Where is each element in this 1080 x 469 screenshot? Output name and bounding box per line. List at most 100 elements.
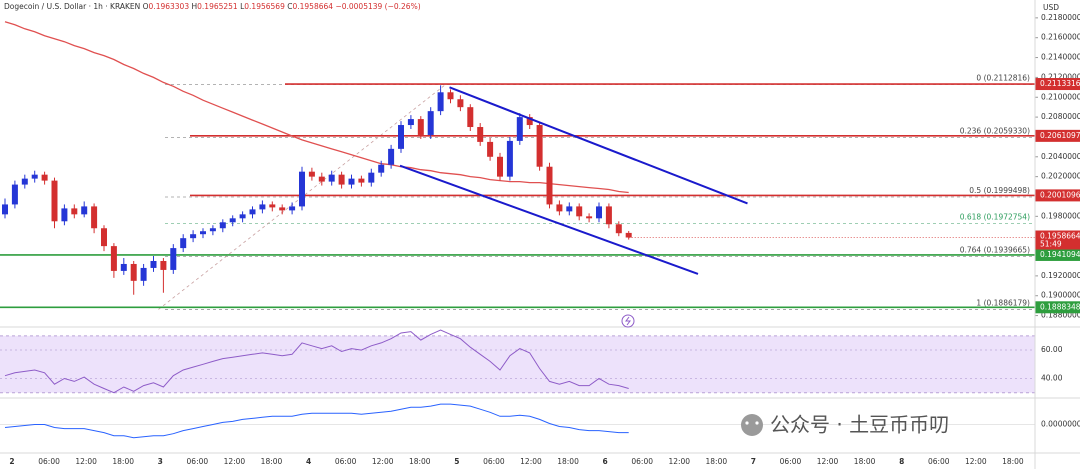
candle-body — [170, 248, 177, 270]
x-tick-label: 06:00 — [928, 457, 950, 466]
price-tag — [1035, 301, 1080, 314]
rsi-tick-label: 60.00 — [1041, 345, 1063, 354]
x-tick-label: 06:00 — [780, 457, 802, 466]
ohlc-value: 0.1956569 — [244, 2, 285, 11]
candle-body — [536, 125, 543, 167]
candle-body — [596, 206, 602, 219]
candle-body — [506, 140, 513, 177]
candle-body — [546, 166, 553, 205]
x-tick-label: 12:00 — [817, 457, 839, 466]
candle-body — [61, 208, 68, 222]
fib-label: 1 (0.1886179) — [976, 298, 1030, 307]
ohlc-value: 0.1963303 — [149, 2, 190, 11]
countdown: 51:49 — [1040, 240, 1062, 249]
x-tick-label: 12:00 — [75, 457, 97, 466]
candle-body — [605, 206, 612, 225]
x-tick-label: 3 — [158, 457, 163, 466]
candle-body — [130, 263, 137, 281]
ohlc-label: L — [240, 2, 245, 11]
plot-layer: 60.00 40.00 0.0000000 0.2180000 0.2160000 0.2… — [0, 13, 1080, 466]
x-tick-label: 4 — [306, 457, 311, 466]
price-tag-label: 0.2113316 — [1040, 79, 1080, 88]
candle-body — [209, 228, 216, 232]
fib-label: 0.236 (0.2059330) — [960, 127, 1030, 136]
x-tick-label: 06:00 — [335, 457, 357, 466]
x-tick-label: 18:00 — [261, 457, 283, 466]
rsi-band — [0, 335, 1035, 393]
candle-body — [398, 125, 404, 149]
price-tag — [1035, 248, 1080, 261]
x-tick-label: 7 — [751, 457, 756, 466]
candle-body — [576, 206, 583, 217]
ohlc-label: O — [143, 2, 149, 11]
candle-body — [180, 238, 187, 249]
x-tick-label: 2 — [9, 457, 14, 466]
ohlc-value: 0.1965251 — [197, 2, 238, 11]
event-icon[interactable] — [621, 314, 635, 328]
candle-body — [417, 119, 424, 135]
candle-body — [378, 164, 385, 173]
y-tick-label: 0.2180000 — [1041, 13, 1080, 22]
candle-body — [11, 184, 18, 205]
x-tick-label: 18:00 — [854, 457, 876, 466]
candle-body — [526, 117, 533, 126]
y-tick-label: 0.1920000 — [1041, 271, 1080, 280]
fib-label: 0.764 (0.1939665) — [960, 245, 1030, 254]
price-tag — [1035, 129, 1080, 142]
x-tick-label: 06:00 — [483, 457, 505, 466]
x-tick-label: 12:00 — [372, 457, 394, 466]
candle-body — [219, 222, 226, 229]
x-tick-label: 18:00 — [706, 457, 728, 466]
price-tag-label: 0.2001096 — [1040, 190, 1080, 199]
x-tick-label: 12:00 — [668, 457, 690, 466]
x-tick-label: 06:00 — [631, 457, 653, 466]
candle-body — [348, 178, 355, 185]
y-tick-label: 0.2160000 — [1041, 33, 1080, 42]
candle-body — [516, 117, 523, 141]
rsi-tick-label: 40.00 — [1041, 374, 1063, 383]
ohlc-label: C — [287, 2, 292, 11]
watermark-icon-eye — [745, 421, 749, 425]
fib-label: 0.618 (0.1972754) — [960, 213, 1030, 222]
fib-label: 0 (0.2112816) — [976, 74, 1030, 83]
watermark-icon-eye — [755, 421, 759, 425]
price-tag-label: 0.1888348 — [1040, 302, 1080, 311]
change: −0.0005139 (−0.26%) — [335, 2, 420, 11]
y-tick-label: 0.2020000 — [1041, 172, 1080, 181]
price-tag-label: 0.2061097 — [1040, 131, 1080, 140]
x-tick-label: 18:00 — [112, 457, 134, 466]
y-tick-label: 0.2100000 — [1041, 92, 1080, 101]
candle-body — [566, 206, 573, 212]
price-tag — [1035, 78, 1080, 91]
candle-body — [467, 107, 474, 128]
candle-body — [51, 180, 58, 222]
candle-body — [358, 178, 365, 183]
event-icon-bolt — [625, 316, 631, 326]
fib-label: 0.5 (0.1999498) — [969, 186, 1030, 195]
ohlc-value: 0.1958664 — [292, 2, 333, 11]
candle-body — [308, 171, 315, 177]
x-tick-label: 06:00 — [187, 457, 209, 466]
watermark-icon — [741, 414, 763, 436]
candle-body — [556, 204, 563, 212]
candle-body — [259, 204, 266, 210]
y-tick-label: 0.2080000 — [1041, 112, 1080, 121]
x-tick-label: 5 — [454, 457, 459, 466]
candle-body — [437, 92, 444, 112]
y-tick-label: 0.1900000 — [1041, 291, 1080, 300]
candle-body — [447, 92, 454, 100]
candle-body — [81, 206, 88, 215]
candle-body — [328, 174, 335, 182]
candle-body — [91, 206, 98, 229]
candle-body — [160, 260, 167, 270]
candle-body — [407, 119, 414, 126]
x-tick-label: 12:00 — [224, 457, 246, 466]
y-tick-label: 0.1880000 — [1041, 311, 1080, 320]
candle-body — [318, 176, 325, 182]
watermark-group: 公众号 · 土豆币币叨 — [741, 413, 949, 437]
candle-body — [457, 99, 464, 108]
trendline — [449, 86, 748, 205]
candle-body — [190, 234, 197, 239]
candle-body — [110, 246, 117, 271]
